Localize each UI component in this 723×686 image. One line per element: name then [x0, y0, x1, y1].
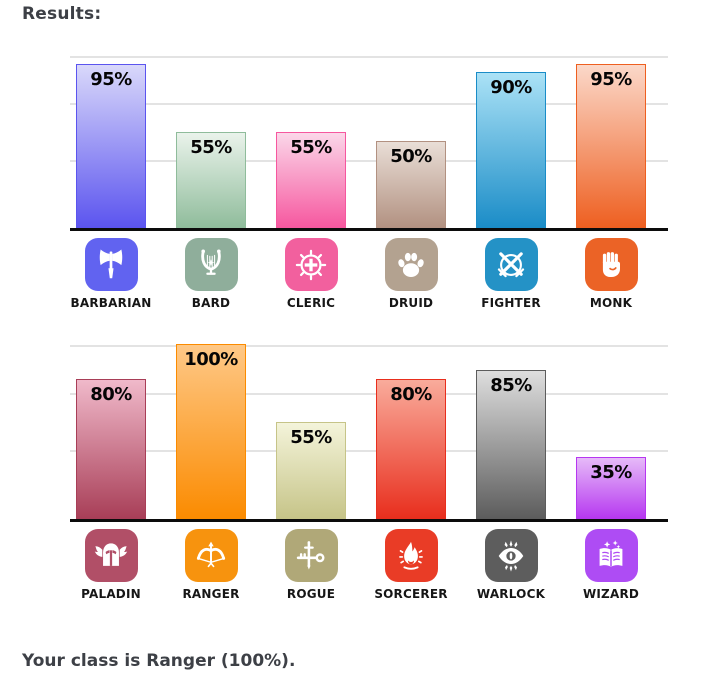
- class-item-cleric: CLERIC: [261, 238, 361, 310]
- bar-value-label: 80%: [390, 383, 432, 405]
- bar-sorcerer: 80%: [376, 378, 446, 519]
- class-item-sorcerer: SORCERER: [361, 529, 461, 601]
- bar-value-label: 55%: [190, 137, 232, 159]
- class-label-ranger: RANGER: [182, 587, 240, 601]
- class-item-barbarian: BARBARIAN: [61, 238, 161, 310]
- bar-druid: 50%: [376, 141, 446, 228]
- flame-icon: [384, 529, 438, 582]
- class-item-monk: MONK: [561, 238, 661, 310]
- spellbook-icon: [584, 529, 638, 582]
- bar-cell-druid: 50%: [361, 56, 461, 228]
- bar-value-label: 85%: [490, 375, 532, 397]
- class-item-ranger: RANGER: [161, 529, 261, 601]
- bar-cell-sorcerer: 80%: [361, 345, 461, 519]
- bar-value-label: 90%: [490, 77, 532, 99]
- bar-value-label: 50%: [390, 146, 432, 167]
- bar-value-label: 95%: [590, 68, 632, 90]
- bar-value-label: 95%: [90, 68, 132, 90]
- gridline: [70, 56, 668, 58]
- bar-cell-rogue: 55%: [261, 345, 361, 519]
- plot-area-2: 80% 100% 55% 80% 85%: [70, 344, 668, 522]
- eye-icon: [484, 529, 538, 582]
- holy-cross-icon: [284, 238, 338, 291]
- icon-row-2: PALADIN RANGER ROGUE: [70, 529, 668, 607]
- bar-cell-fighter: 90%: [461, 56, 561, 228]
- class-item-wizard: WIZARD: [561, 529, 661, 601]
- results-chart-row-2: 80% 100% 55% 80% 85%: [70, 344, 668, 607]
- class-label-rogue: ROGUE: [286, 587, 336, 601]
- gridline: [70, 450, 668, 453]
- bar-wizard: 35%: [576, 457, 646, 519]
- icon-row-1: BARBARIAN BARD CLERIC DRUID: [70, 238, 668, 316]
- class-item-warlock: WARLOCK: [461, 529, 561, 601]
- paw-icon: [384, 238, 438, 291]
- class-label-druid: DRUID: [388, 296, 434, 310]
- bar-value-label: 100%: [184, 349, 238, 370]
- bar-rogue: 55%: [276, 422, 346, 519]
- bar-cell-wizard: 35%: [561, 345, 661, 519]
- bar-cell-bard: 55%: [161, 56, 261, 228]
- bar-value-label: 80%: [90, 383, 132, 405]
- class-label-wizard: WIZARD: [582, 587, 640, 601]
- result-text: Your class is Ranger (100%).: [22, 651, 296, 671]
- bar-cell-warlock: 85%: [461, 345, 561, 519]
- results-chart-row-1: 95% 55% 55% 50% 90%: [70, 56, 668, 316]
- class-label-fighter: FIGHTER: [481, 296, 541, 310]
- winged-helmet-icon: [84, 529, 138, 582]
- bar-monk: 95%: [576, 63, 646, 228]
- class-item-rogue: ROGUE: [261, 529, 361, 601]
- page-title: Results:: [22, 4, 102, 24]
- class-label-monk: MONK: [589, 296, 633, 310]
- class-item-bard: BARD: [161, 238, 261, 310]
- fist-icon: [584, 238, 638, 291]
- bar-barbarian: 95%: [76, 63, 146, 228]
- class-label-paladin: PALADIN: [81, 587, 141, 601]
- bar-cell-monk: 95%: [561, 56, 661, 228]
- class-label-bard: BARD: [191, 296, 231, 310]
- lyre-icon: [184, 238, 238, 291]
- axe-icon: [84, 238, 138, 291]
- bar-value-label: 55%: [290, 137, 332, 159]
- bar-cell-ranger: 100%: [161, 344, 261, 519]
- bar-fighter: 90%: [476, 72, 546, 228]
- bar-cleric: 55%: [276, 132, 346, 228]
- class-label-barbarian: BARBARIAN: [70, 296, 152, 310]
- bar-ranger: 100%: [176, 344, 246, 519]
- bow-arrow-icon: [184, 529, 238, 582]
- class-item-paladin: PALADIN: [61, 529, 161, 601]
- class-item-fighter: FIGHTER: [461, 238, 561, 310]
- bar-paladin: 80%: [76, 378, 146, 519]
- plot-area-1: 95% 55% 55% 50% 90%: [70, 56, 668, 231]
- key-dagger-icon: [284, 529, 338, 582]
- bar-cell-barbarian: 95%: [61, 56, 161, 228]
- class-item-druid: DRUID: [361, 238, 461, 310]
- bar-cell-paladin: 80%: [61, 345, 161, 519]
- class-label-sorcerer: SORCERER: [374, 587, 448, 601]
- gridline: [70, 103, 668, 106]
- gridline: [70, 345, 668, 347]
- crossed-swords-icon: [484, 238, 538, 291]
- class-label-warlock: WARLOCK: [476, 587, 546, 601]
- bar-bard: 55%: [176, 132, 246, 228]
- bar-value-label: 55%: [290, 427, 332, 449]
- gridline: [70, 392, 668, 395]
- bar-warlock: 85%: [476, 370, 546, 519]
- bar-value-label: 35%: [590, 462, 632, 484]
- gridline: [70, 160, 668, 163]
- bar-cell-cleric: 55%: [261, 56, 361, 228]
- class-label-cleric: CLERIC: [286, 296, 336, 310]
